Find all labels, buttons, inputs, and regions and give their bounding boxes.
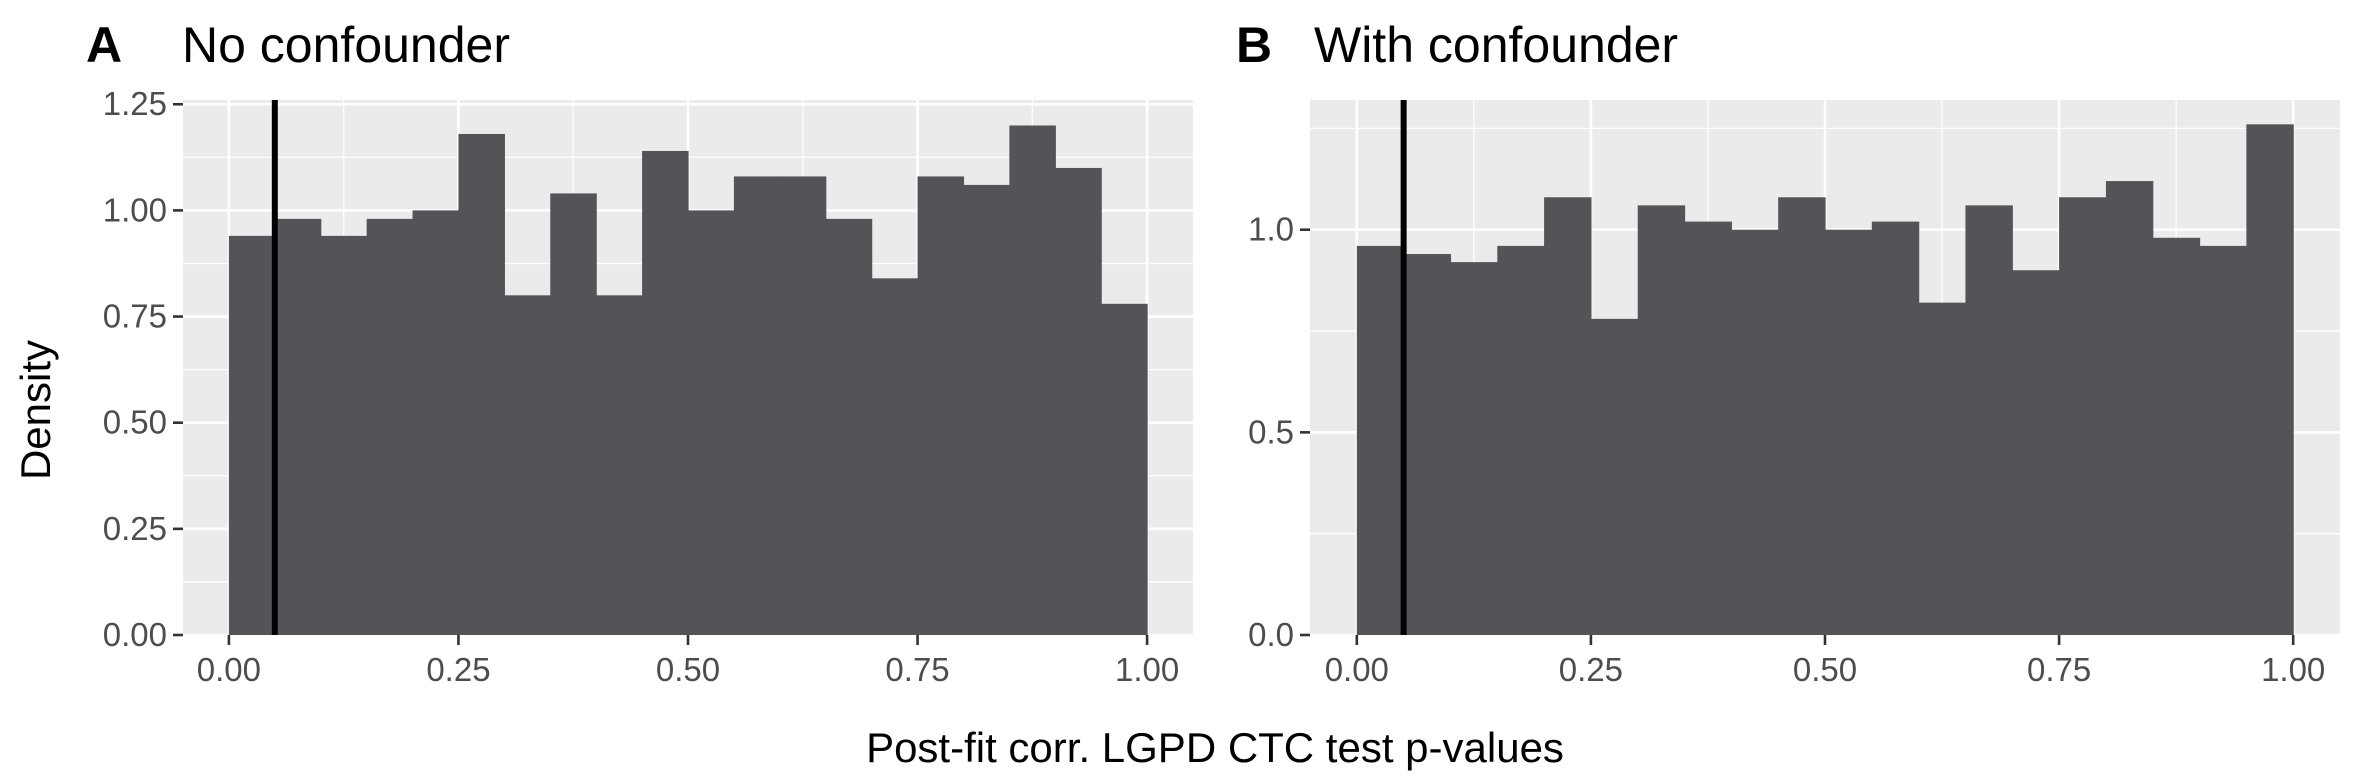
panel-b-bar	[1918, 302, 1967, 635]
panel-b-bar	[1871, 221, 1920, 635]
panel-a-bar	[642, 150, 689, 635]
panel-b-bar	[1403, 254, 1452, 636]
panel-a-bar	[412, 210, 460, 635]
panel-b-bar	[2246, 124, 2294, 636]
panel-a-bar	[733, 176, 781, 635]
panel-b-y-tick-label: 0.0	[1248, 616, 1294, 653]
panel-a-y-tick-label: 1.25	[103, 85, 167, 122]
panel-a-x-tick-label: 0.50	[656, 651, 720, 688]
panel-b-bar	[1965, 205, 2013, 635]
panel-a-bar	[1009, 125, 1056, 635]
panel-a-bar	[504, 295, 551, 635]
panel-a-bar	[917, 176, 965, 635]
panel-b-bar	[2012, 270, 2060, 635]
panel-b-bar	[2199, 245, 2247, 635]
panel-b-x-tick-label: 0.00	[1325, 651, 1389, 688]
panel-a-x-tick-label: 1.00	[1115, 651, 1179, 688]
panel-a-x-tick-label: 0.75	[885, 651, 949, 688]
panel-b-bar	[1778, 197, 1826, 636]
panel-a-y-tick-label: 0.75	[103, 298, 167, 335]
panel-b-bar	[1825, 229, 1873, 636]
panel-a-tag: A	[86, 17, 122, 73]
panel-a-x-tick-label: 0.25	[426, 651, 490, 688]
panel-a-y-tick-label: 0.00	[103, 616, 167, 653]
panel-a-bar	[1055, 167, 1102, 635]
panel-a-y-tick-label: 0.50	[103, 404, 167, 441]
panel-a-plot-area: 0.00 0.25 0.50 0.75 1.00 1.25 0.00 0.25 0.50 0.75…	[103, 85, 1193, 688]
panel-a-x-tick-label: 0.00	[197, 651, 261, 688]
panel-b-bar	[1450, 262, 1498, 635]
panel-b-bar	[2059, 197, 2107, 636]
panel-b-bar	[1590, 318, 1639, 635]
panel-a-y-tick-label: 0.25	[103, 510, 167, 547]
panel-a-title: No confounder	[182, 17, 510, 73]
panel-b-bar	[2152, 237, 2201, 635]
panel-b-bar	[1637, 205, 1686, 635]
panel-b-bar	[1544, 197, 1592, 636]
panel-b-bar	[1731, 229, 1779, 636]
panel-a-bar	[458, 133, 505, 635]
panel-b-bar	[2105, 181, 2154, 635]
panel-b-bar	[1684, 221, 1732, 635]
panel-a-bar	[320, 235, 368, 635]
panel-a-bar	[228, 235, 276, 635]
panel-a-bar	[596, 295, 643, 635]
panel-a-bar	[274, 218, 322, 635]
panel-a-y-tick-label: 1.00	[103, 191, 167, 228]
panel-b-plot-area: 0.0 0.5 1.0 0.00 0.25 0.50 0.75 1.00	[1248, 100, 2340, 688]
panel-a-bar	[963, 184, 1010, 635]
panel-b: B With confounder 0.00.51.00.00 0.25 0.50 0…	[1236, 17, 2340, 688]
panel-a-bar	[779, 176, 827, 635]
panel-b-tag: B	[1236, 17, 1272, 73]
panel-a: A No confounder 0.00 0.25 0.50 0.75 1.00 1.25…	[86, 17, 1193, 688]
panel-a-bar	[825, 218, 873, 635]
panel-a-bar	[871, 278, 919, 635]
panel-b-x-tick-label: 1.00	[2261, 651, 2325, 688]
panel-b-x-tick-label: 0.50	[1793, 651, 1857, 688]
y-axis-title: Density	[12, 340, 59, 480]
panel-b-bar	[1497, 245, 1545, 635]
panel-a-bar	[1101, 303, 1148, 635]
panel-b-bar	[1356, 245, 1405, 635]
panel-b-x-tick-label: 0.25	[1559, 651, 1623, 688]
panel-a-bar	[688, 210, 735, 635]
panel-b-y-tick-label: 0.5	[1248, 413, 1294, 450]
panel-b-x-tick-label: 0.75	[2027, 651, 2091, 688]
x-axis-title: Post-fit corr. LGPD CTC test p-values	[866, 724, 1564, 771]
panel-a-bar	[366, 218, 414, 635]
panel-b-y-tick-label: 1.0	[1248, 211, 1294, 248]
panel-a-bar	[550, 193, 597, 635]
panel-b-title: With confounder	[1314, 17, 1678, 73]
